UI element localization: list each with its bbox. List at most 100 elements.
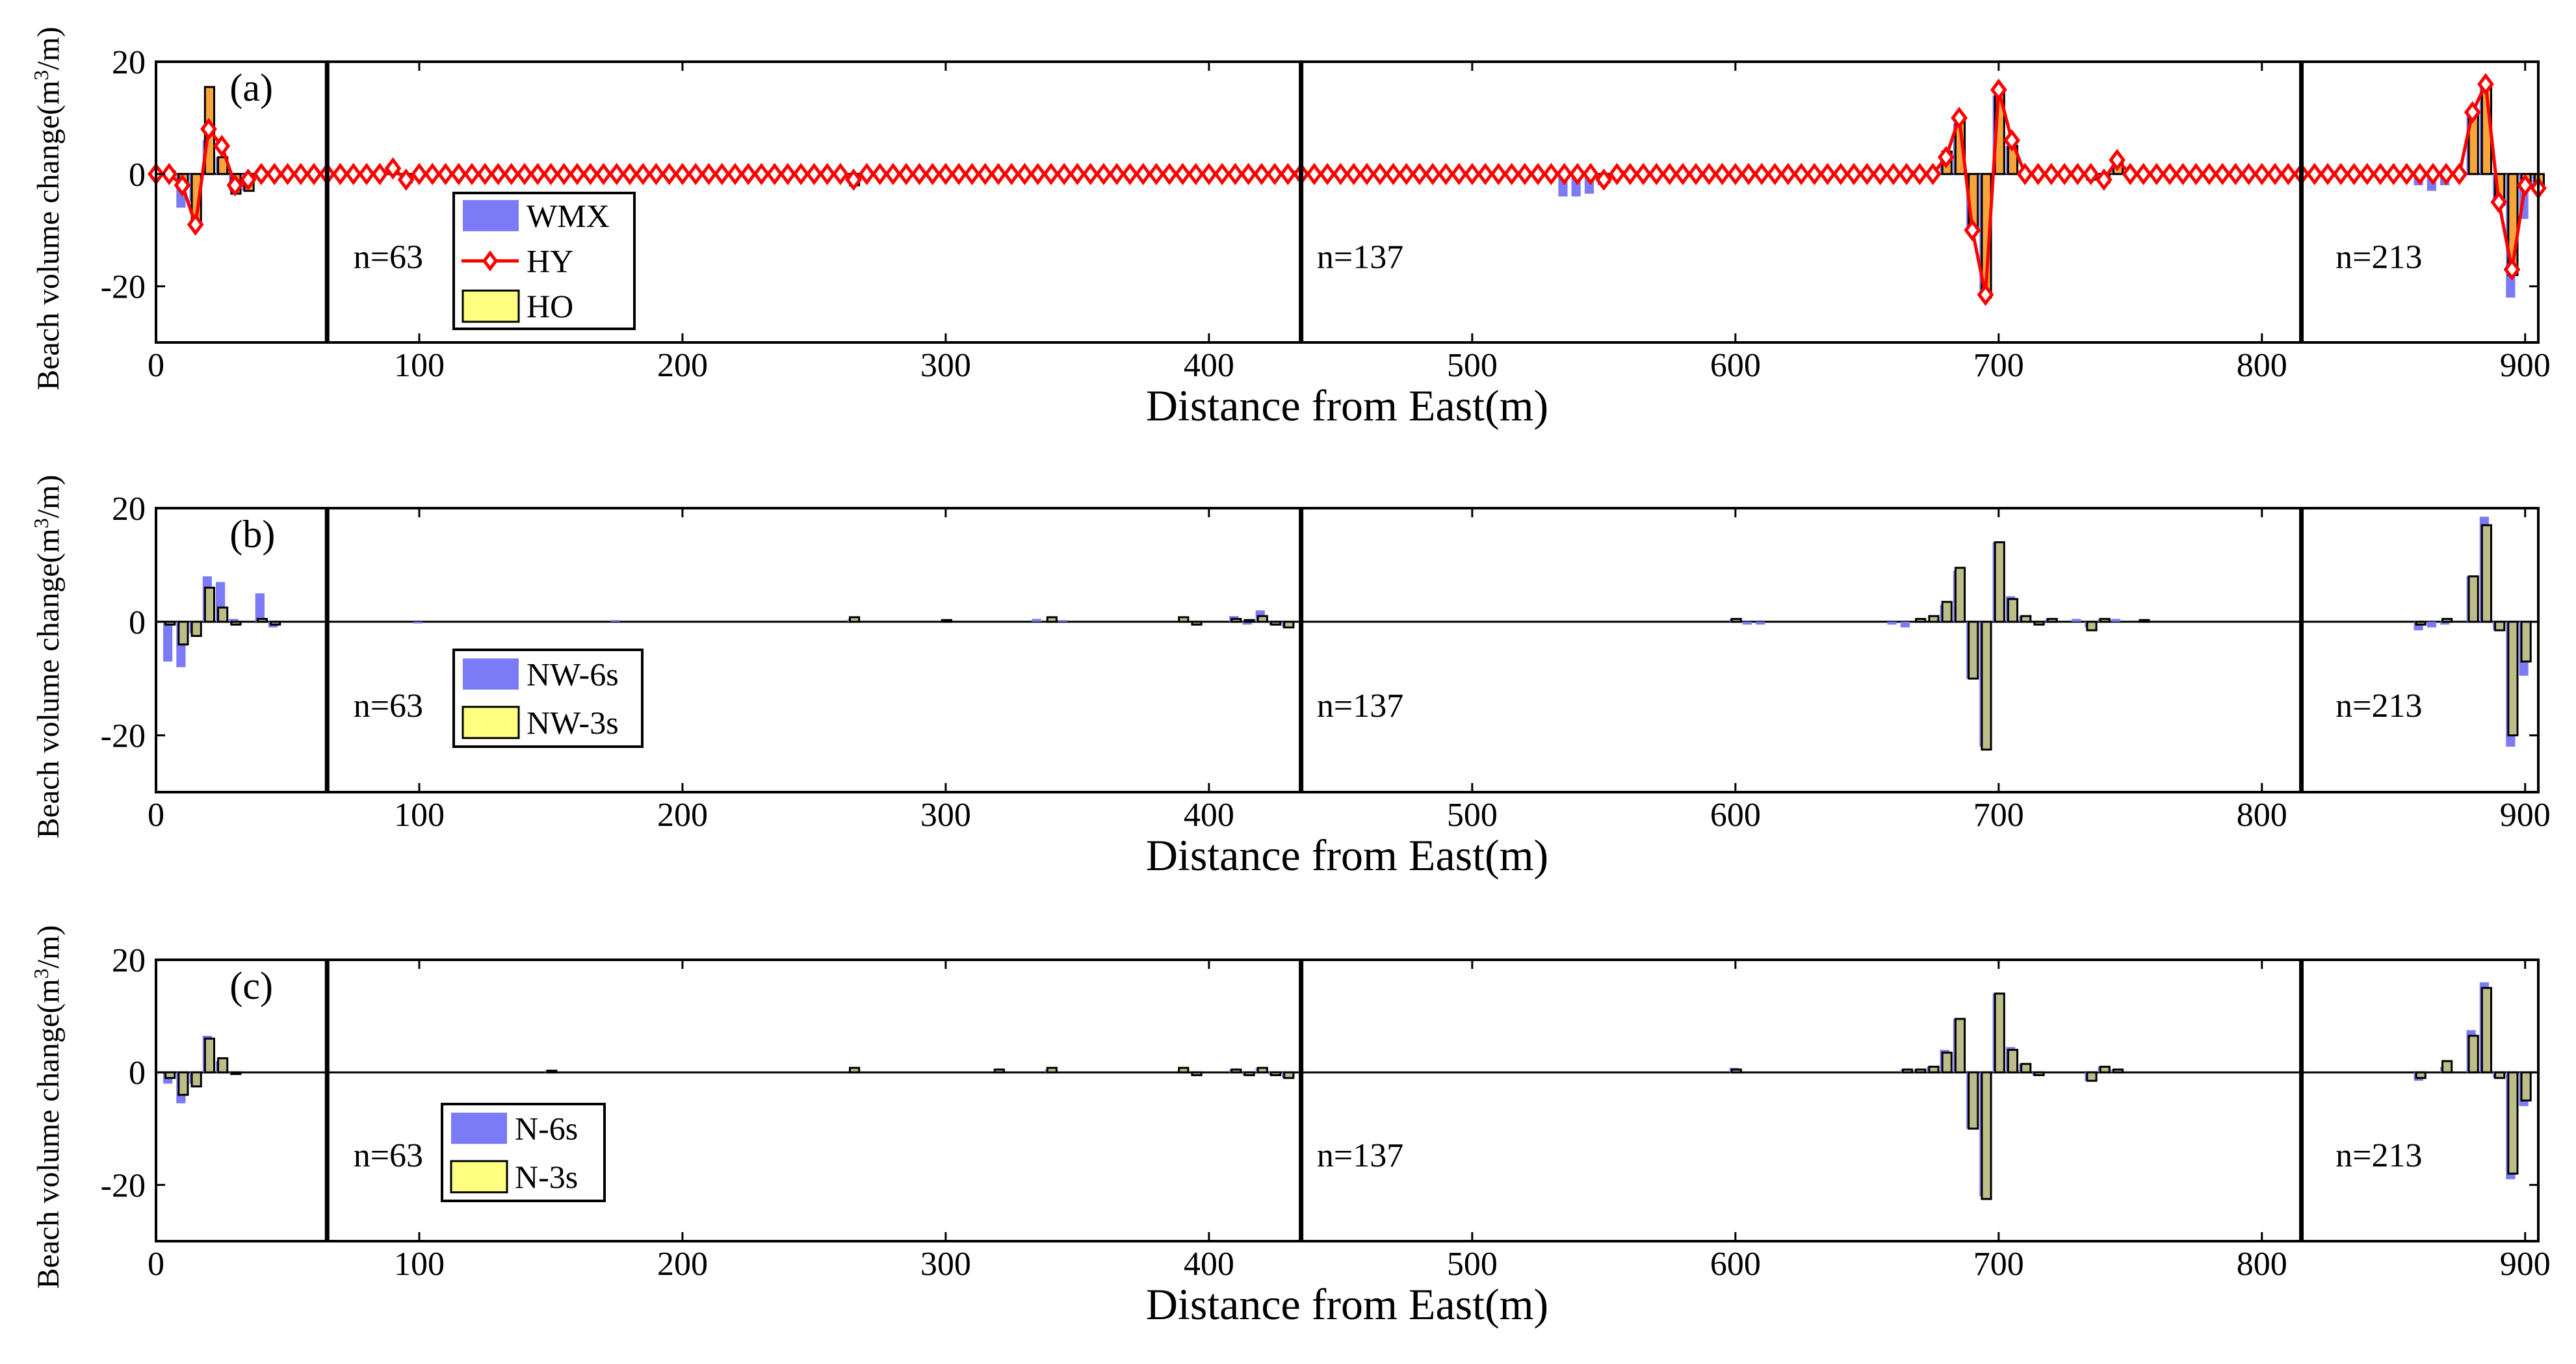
series-nw-3s [164, 524, 2532, 751]
y-axis-label: Beach volume change(m3/m) [29, 925, 66, 1289]
legend-swatch [462, 706, 520, 740]
x-tick-label: 700 [1973, 1246, 2024, 1283]
x-tick-label: 200 [657, 797, 708, 834]
hy-marker [411, 162, 428, 185]
bar-n-3s [2441, 1060, 2453, 1074]
hy-marker [2319, 162, 2336, 185]
bar-nw-6s [2111, 619, 2121, 622]
bar-n-3s [2007, 1049, 2019, 1074]
hy-marker [239, 168, 257, 191]
hy-marker [1766, 162, 1784, 185]
bar-n-3s [1230, 1068, 1242, 1074]
hy-marker [1713, 162, 1731, 185]
hy-marker [818, 162, 836, 185]
hy-marker [1924, 162, 1942, 185]
hy-marker [502, 162, 520, 185]
x-axis-label: Distance from East(m) [1146, 1280, 1548, 1329]
segment-count-label: n=137 [1317, 688, 1403, 725]
x-tick-label: 900 [2500, 1246, 2551, 1283]
bar-nw-6s [2072, 619, 2081, 622]
hy-marker [1161, 162, 1178, 185]
bar-nw-3s [849, 616, 861, 623]
segment-count-label: n=63 [354, 1137, 423, 1174]
hy-marker [1201, 162, 1217, 185]
hy-marker [845, 168, 863, 191]
hy-marker [2358, 162, 2376, 185]
hy-marker [2438, 162, 2455, 185]
y-tick-label: -20 [101, 718, 146, 755]
bar-nw-6s [1900, 621, 1910, 628]
hy-marker [727, 162, 744, 185]
segment-count-label: n=213 [2335, 1137, 2422, 1174]
hy-marker [1884, 162, 1902, 185]
x-axis-label: Distance from East(m) [1146, 830, 1548, 880]
bar-n-3s [2020, 1062, 2032, 1074]
y-tick-label: 0 [129, 1055, 146, 1092]
hy-marker [2306, 162, 2323, 185]
hy-marker [1437, 162, 1455, 185]
bar-nw-3s [1191, 621, 1203, 626]
x-tick-label: 500 [1447, 797, 1498, 834]
hy-marker [1266, 162, 1284, 185]
legend-swatch [462, 289, 520, 323]
hy-marker [1372, 162, 1388, 185]
hy-marker [1450, 162, 1468, 185]
bar-nw-6s [229, 619, 239, 622]
bar-n-3s [1928, 1066, 1940, 1074]
hy-marker [489, 162, 507, 185]
segment-count-label: n=213 [2335, 238, 2422, 276]
bar-nw-6s [2440, 621, 2450, 625]
x-tick-label: 100 [394, 797, 445, 834]
hy-marker [1937, 146, 1955, 169]
x-tick-label: 100 [394, 347, 445, 384]
hy-marker [963, 162, 981, 185]
panel-b: 0 100 200 300 400 500 600 700 800 900200-20(b)n=6… [29, 475, 2551, 880]
hy-marker [2385, 162, 2402, 185]
hy-marker [2056, 162, 2073, 185]
hy-marker [660, 162, 678, 185]
y-tick-label: 0 [129, 604, 146, 641]
bar-nw-3s [177, 621, 189, 646]
hy-marker [885, 162, 902, 185]
y-axis-label: Beach volume change(m3/m) [29, 475, 66, 839]
bar-nw-3s [217, 606, 229, 623]
hy-marker [1661, 162, 1678, 185]
hy-marker [2109, 149, 2126, 172]
hy-marker [700, 162, 718, 185]
hy-marker [1635, 162, 1652, 185]
x-tick-label: 300 [920, 347, 971, 384]
hy-marker [2372, 162, 2389, 185]
hy-marker [2214, 162, 2231, 185]
segment-count-label: n=137 [1317, 1137, 1403, 1174]
hy-marker [2016, 162, 2034, 185]
hy-marker [1279, 162, 1297, 185]
hy-marker [1977, 283, 1994, 306]
bar-nw-3s [2046, 617, 2058, 623]
bar-n-3s [849, 1066, 861, 1074]
hy-marker [1082, 162, 1099, 185]
bar-nw-3s [1915, 617, 1927, 623]
hy-marker [2135, 162, 2152, 185]
legend: NW-6s NW-3s [452, 649, 644, 748]
hy-marker [358, 162, 375, 185]
segment-count-label: n=137 [1317, 238, 1403, 276]
hy-marker [2345, 162, 2363, 185]
y-axis-label-sup: 3 [29, 968, 53, 979]
bar-n-3s [1994, 992, 2005, 1074]
hy-marker [1187, 162, 1204, 185]
legend-swatch [463, 199, 519, 231]
hy-marker [1424, 162, 1441, 185]
bar-nw-3s [2007, 598, 2019, 623]
bar-nw-6s [1242, 621, 1252, 625]
hy-marker [450, 162, 467, 185]
axes-frame [155, 507, 2540, 793]
x-tick-label: 100 [394, 1246, 445, 1283]
hy-marker [1214, 162, 1231, 185]
bar-n-3s [217, 1057, 229, 1074]
bar-nw-6s [413, 621, 423, 624]
hy-marker [1555, 162, 1573, 185]
hy-marker [1845, 162, 1862, 185]
hy-marker [582, 162, 599, 185]
hy-marker [1753, 162, 1771, 185]
hy-marker [1398, 162, 1415, 185]
